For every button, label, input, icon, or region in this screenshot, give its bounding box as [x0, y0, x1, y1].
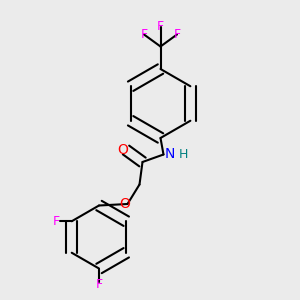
Text: F: F — [95, 278, 103, 292]
Text: F: F — [157, 20, 164, 34]
Text: F: F — [53, 215, 60, 228]
Text: F: F — [173, 28, 181, 41]
Text: O: O — [118, 143, 128, 157]
Text: H: H — [179, 148, 188, 161]
Text: F: F — [140, 28, 148, 41]
Text: O: O — [119, 197, 130, 211]
Text: N: N — [165, 148, 175, 161]
